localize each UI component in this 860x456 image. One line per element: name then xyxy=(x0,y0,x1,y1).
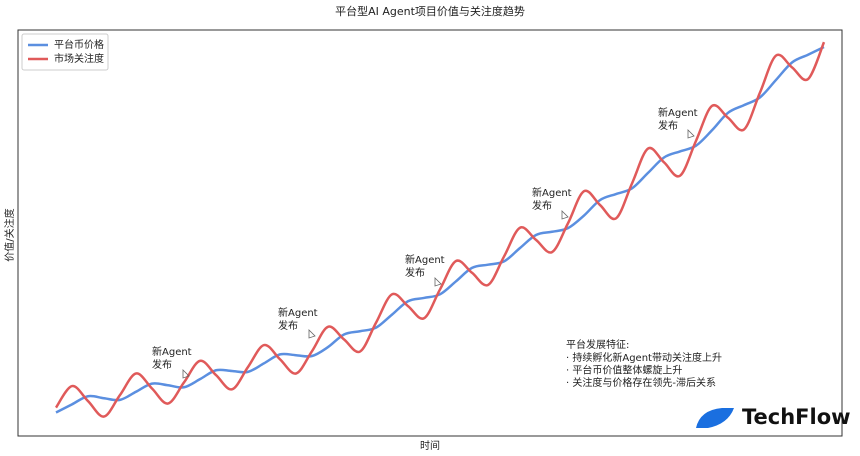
annotation: 发布 xyxy=(152,358,172,371)
annotation: 发布 xyxy=(278,319,298,332)
y-axis-label: 价值/关注度 xyxy=(3,208,16,261)
annotation: 新Agent xyxy=(278,306,318,319)
note-item: · 关注度与价格存在领先-滞后关系 xyxy=(566,376,716,389)
watermark: TechFlow xyxy=(742,405,851,429)
annotation-arrow xyxy=(308,329,316,339)
chart-title: 平台型AI Agent项目价值与关注度趋势 xyxy=(335,4,525,18)
annotation: 发布 xyxy=(405,266,425,279)
note-item: · 持续孵化新Agent带动关注度上升 xyxy=(566,351,722,364)
annotation: 发布 xyxy=(532,199,552,212)
legend-label: 平台币价格 xyxy=(54,38,104,51)
series-line xyxy=(54,41,826,418)
annotation-arrow xyxy=(182,369,190,379)
annotation: 新Agent xyxy=(532,186,572,199)
note-title: 平台发展特征: xyxy=(566,338,629,351)
annotation: 新Agent xyxy=(152,345,192,358)
series-line xyxy=(55,45,825,414)
logo-mark xyxy=(696,408,734,428)
x-axis-label: 时间 xyxy=(420,439,440,452)
annotation-arrow xyxy=(687,129,695,139)
annotation-arrow xyxy=(561,210,569,220)
annotation: 发布 xyxy=(658,119,678,132)
note-item: · 平台币价值整体螺旋上升 xyxy=(566,364,682,377)
legend-box xyxy=(21,33,109,71)
plot-frame xyxy=(17,29,843,437)
annotation-arrow xyxy=(434,277,442,287)
legend-label: 市场关注度 xyxy=(54,52,104,65)
annotation: 新Agent xyxy=(658,106,698,119)
annotation: 新Agent xyxy=(405,253,445,266)
